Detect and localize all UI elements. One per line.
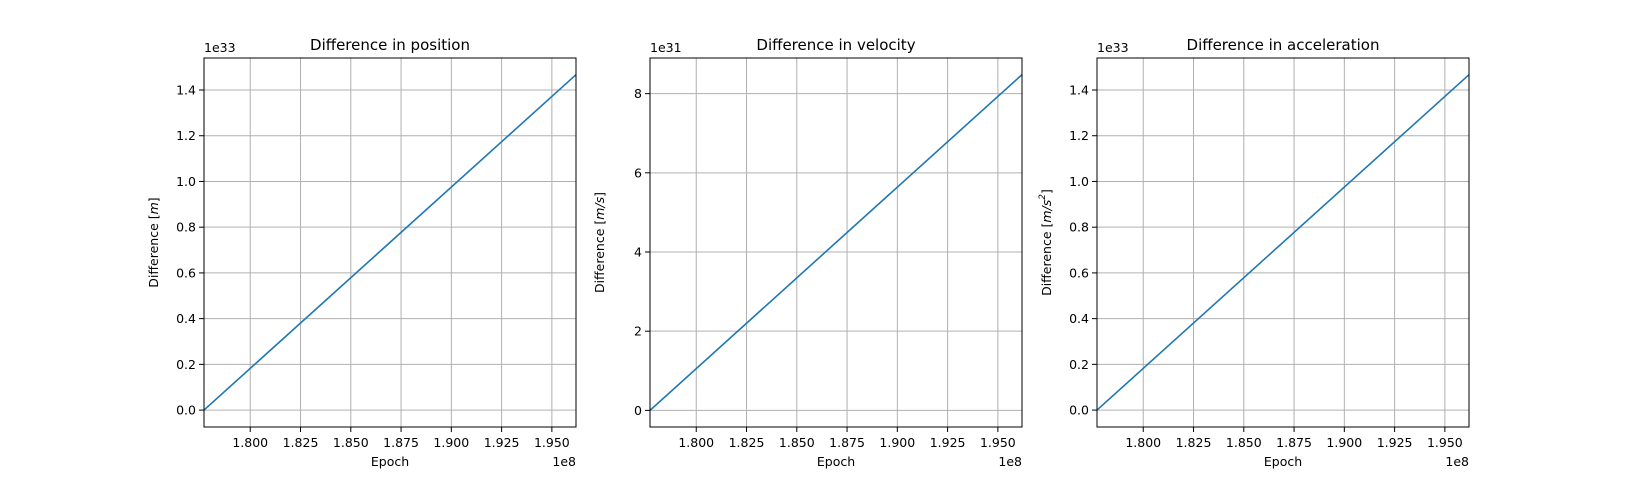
x-tick-label: 1.900 <box>1326 435 1362 450</box>
y-axis-label-prefix: Difference [ <box>592 220 607 293</box>
series-layer <box>1096 74 1470 411</box>
x-tick-label: 1.925 <box>484 435 520 450</box>
y-axis-label: Difference [m/s] <box>592 192 607 293</box>
x-tick-label: 1.925 <box>930 435 966 450</box>
grid <box>650 58 1022 427</box>
x-tick-label: 1.950 <box>534 435 570 450</box>
axes-frame <box>649 57 1023 428</box>
y-axis-label-prefix: Difference [ <box>146 214 161 287</box>
x-tick-label: 1.850 <box>333 435 369 450</box>
y-tick-label: 0.2 <box>1069 357 1089 372</box>
x-tick-label: 1.875 <box>829 435 865 450</box>
y-tick-label: 1.2 <box>176 128 196 143</box>
x-multiplier: 1e8 <box>1445 454 1469 469</box>
y-tick-label: 8 <box>634 86 642 101</box>
y-axis-label-unit: m/s <box>1039 199 1054 222</box>
y-tick-label: 2 <box>634 324 642 339</box>
axes-frame <box>203 57 577 428</box>
y-tick-label: 1.0 <box>176 174 196 189</box>
y-tick-label: 4 <box>634 245 642 260</box>
x-tick-label: 1.950 <box>980 435 1016 450</box>
position-chart: 1.800 1.825 1.850 1.875 1.900 1.925 1.950 0.00… <box>146 36 577 469</box>
series-line <box>649 74 1023 411</box>
x-multiplier: 1e8 <box>552 454 576 469</box>
y-axis-label-unit: m <box>146 202 161 214</box>
y-tick-label: 0.6 <box>1069 265 1089 280</box>
y-axis-label-unit: m/s <box>592 196 607 219</box>
y-tick-label: 1.2 <box>1069 128 1089 143</box>
y-tick-label: 0.4 <box>1069 311 1089 326</box>
series-line <box>1096 74 1470 411</box>
x-tick-label: 1.875 <box>383 435 419 450</box>
x-axis-label: Epoch <box>1264 454 1302 469</box>
grid <box>204 58 576 427</box>
x-tick-label: 1.900 <box>433 435 469 450</box>
y-tick-label: 1.4 <box>1069 83 1089 98</box>
velocity-chart: 1.800 1.825 1.850 1.875 1.900 1.925 1.950 0 2 4 6… <box>592 36 1023 469</box>
y-axis-label-suffix: ] <box>1039 189 1054 194</box>
x-tick-label: 1.850 <box>1226 435 1262 450</box>
y-tick-label: 0 <box>634 403 642 418</box>
y-tick-label: 1.4 <box>176 83 196 98</box>
y-ticks: 0 2 4 6 8 <box>634 86 650 418</box>
x-multiplier: 1e8 <box>998 454 1022 469</box>
x-tick-label: 1.825 <box>729 435 765 450</box>
x-tick-label: 1.800 <box>232 435 268 450</box>
y-tick-label: 6 <box>634 165 642 180</box>
y-ticks: 0.0 0.2 0.4 0.6 0.8 1.0 1.2 1.4 <box>1069 83 1097 418</box>
y-axis-label-superscript: 2 <box>1038 194 1048 200</box>
x-ticks: 1.800 1.825 1.850 1.875 1.900 1.925 1.950 <box>1125 427 1463 450</box>
y-ticks: 0.0 0.2 0.4 0.6 0.8 1.0 1.2 1.4 <box>176 83 204 418</box>
y-tick-label: 1.0 <box>1069 174 1089 189</box>
y-tick-label: 0.0 <box>1069 403 1089 418</box>
chart-title: Difference in acceleration <box>1187 36 1380 54</box>
x-tick-label: 1.875 <box>1276 435 1312 450</box>
x-tick-label: 1.800 <box>1125 435 1161 450</box>
series-layer <box>649 74 1023 411</box>
x-ticks: 1.800 1.825 1.850 1.875 1.900 1.925 1.950 <box>678 427 1016 450</box>
y-multiplier: 1e33 <box>1097 40 1129 55</box>
y-tick-label: 0.8 <box>176 220 196 235</box>
x-ticks: 1.800 1.825 1.850 1.875 1.900 1.925 1.950 <box>232 427 570 450</box>
x-tick-label: 1.800 <box>678 435 714 450</box>
y-axis-label-suffix: ] <box>146 197 161 202</box>
y-axis-label-prefix: Difference [ <box>1039 223 1054 296</box>
x-tick-label: 1.925 <box>1377 435 1413 450</box>
y-axis-label-suffix: ] <box>592 192 607 197</box>
grid <box>1097 58 1469 427</box>
y-multiplier: 1e33 <box>204 40 236 55</box>
x-tick-label: 1.850 <box>779 435 815 450</box>
series-line <box>203 74 577 411</box>
y-axis-label: Difference [m/s2] <box>1038 189 1054 296</box>
y-tick-label: 0.8 <box>1069 220 1089 235</box>
series-layer <box>203 74 577 411</box>
x-tick-label: 1.950 <box>1427 435 1463 450</box>
x-axis-label: Epoch <box>817 454 855 469</box>
x-tick-label: 1.825 <box>1176 435 1212 450</box>
x-tick-label: 1.825 <box>283 435 319 450</box>
chart-title: Difference in position <box>310 36 470 54</box>
y-tick-label: 0.2 <box>176 357 196 372</box>
y-tick-label: 0.4 <box>176 311 196 326</box>
x-tick-label: 1.900 <box>879 435 915 450</box>
y-tick-label: 0.0 <box>176 403 196 418</box>
y-multiplier: 1e31 <box>650 40 682 55</box>
acceleration-chart: 1.800 1.825 1.850 1.875 1.900 1.925 1.950 0.00… <box>1038 36 1470 469</box>
chart-title: Difference in velocity <box>756 36 915 54</box>
y-axis-label: Difference [m] <box>146 197 161 287</box>
axes-frame <box>1096 57 1470 428</box>
y-tick-label: 0.6 <box>176 265 196 280</box>
x-axis-label: Epoch <box>371 454 409 469</box>
